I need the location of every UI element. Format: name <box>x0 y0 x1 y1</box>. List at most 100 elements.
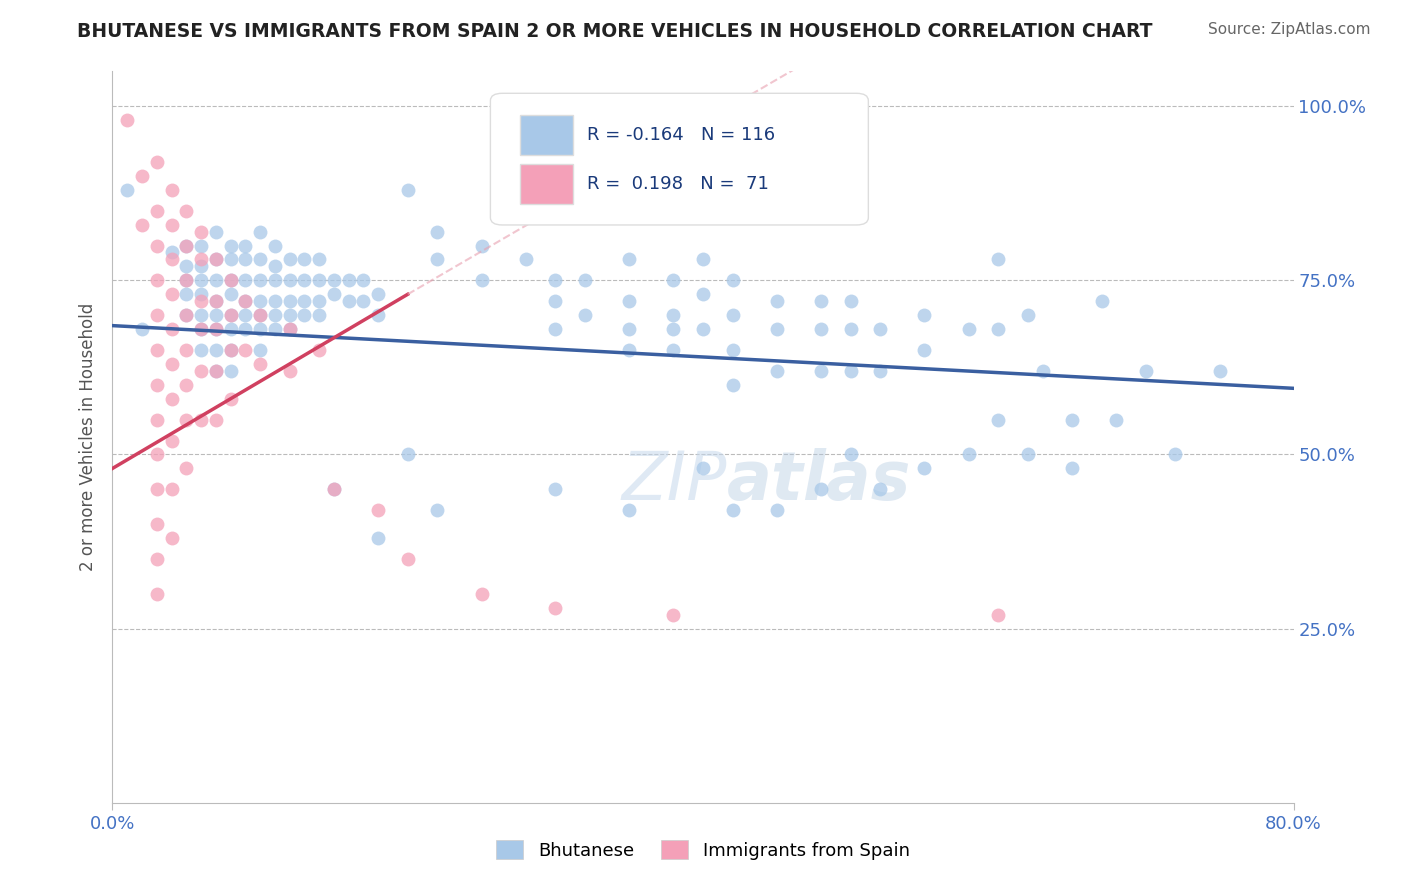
Point <box>190 287 212 301</box>
Point <box>264 273 287 287</box>
Point <box>146 483 169 497</box>
Point <box>292 294 315 309</box>
Text: R = -0.164   N = 116: R = -0.164 N = 116 <box>588 126 775 144</box>
Point <box>174 260 197 274</box>
Point <box>160 483 183 497</box>
Point <box>205 252 228 267</box>
Point <box>352 294 374 309</box>
Point <box>839 294 862 309</box>
Point <box>233 238 256 252</box>
Point <box>810 294 832 309</box>
Point <box>205 294 228 309</box>
Point <box>190 225 212 239</box>
Point <box>721 308 744 322</box>
Point <box>278 294 301 309</box>
Point <box>233 308 256 322</box>
Point <box>146 308 169 322</box>
Point <box>160 322 183 336</box>
Point <box>205 225 228 239</box>
Point <box>278 252 301 267</box>
Point <box>146 238 169 252</box>
Point <box>219 392 242 406</box>
Point <box>544 600 567 615</box>
Point <box>190 260 212 274</box>
Point <box>426 503 449 517</box>
Point <box>249 225 271 239</box>
Point <box>544 483 567 497</box>
Point <box>692 461 714 475</box>
Point <box>278 322 301 336</box>
Point <box>249 294 271 309</box>
Point <box>839 448 862 462</box>
Point <box>308 343 330 357</box>
Point <box>160 218 183 232</box>
Point <box>766 503 789 517</box>
Point <box>146 517 169 532</box>
Point <box>692 322 714 336</box>
Point <box>249 322 271 336</box>
Point <box>692 287 714 301</box>
Point <box>619 322 641 336</box>
Point <box>190 308 212 322</box>
Point <box>190 343 212 357</box>
Point <box>426 225 449 239</box>
Point <box>337 294 360 309</box>
Point <box>662 273 685 287</box>
Point <box>367 531 389 545</box>
Point <box>219 364 242 378</box>
Point <box>1062 461 1084 475</box>
Point <box>174 238 197 252</box>
Point <box>1105 412 1128 426</box>
Point <box>839 322 862 336</box>
Point <box>264 308 287 322</box>
Point <box>1208 364 1232 378</box>
Point <box>308 252 330 267</box>
Point <box>205 322 228 336</box>
Point <box>146 448 169 462</box>
Point <box>249 308 271 322</box>
Point <box>233 343 256 357</box>
Point <box>766 294 789 309</box>
Point <box>367 308 389 322</box>
Text: Source: ZipAtlas.com: Source: ZipAtlas.com <box>1208 22 1371 37</box>
Point <box>987 252 1010 267</box>
Point <box>205 364 228 378</box>
Point <box>190 273 212 287</box>
Point <box>574 308 596 322</box>
Point <box>160 287 183 301</box>
Point <box>264 238 287 252</box>
Point <box>190 364 212 378</box>
Point <box>323 287 346 301</box>
Point <box>264 294 287 309</box>
Point <box>1062 412 1084 426</box>
Point <box>160 392 183 406</box>
Point <box>131 169 153 183</box>
Point <box>619 294 641 309</box>
Point <box>174 273 197 287</box>
Point <box>544 273 567 287</box>
Point <box>146 343 169 357</box>
Point <box>721 377 744 392</box>
Point <box>292 273 315 287</box>
Point <box>957 448 980 462</box>
Point <box>205 273 228 287</box>
Point <box>117 113 138 128</box>
Point <box>146 155 169 169</box>
Point <box>1091 294 1114 309</box>
Point <box>470 587 494 601</box>
Point <box>160 183 183 197</box>
Point <box>219 308 242 322</box>
Point <box>219 308 242 322</box>
Point <box>721 343 744 357</box>
Point <box>662 308 685 322</box>
Point <box>174 273 197 287</box>
Point <box>308 308 330 322</box>
Point <box>233 294 256 309</box>
Point <box>190 294 212 309</box>
Point <box>205 252 228 267</box>
Point <box>987 322 1010 336</box>
Point <box>131 218 153 232</box>
Point <box>190 238 212 252</box>
Bar <box>520 115 574 155</box>
Point <box>544 322 567 336</box>
